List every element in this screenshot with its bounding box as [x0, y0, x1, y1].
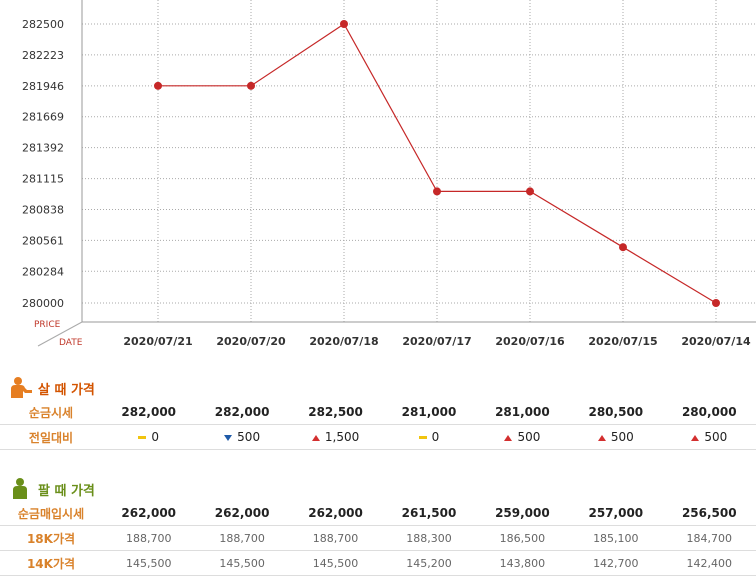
axis-corner-divider: [37, 321, 83, 347]
price-cell: 185,100: [569, 525, 663, 551]
change-value: 500: [237, 430, 261, 444]
change-cell: 0: [382, 424, 476, 450]
no-change-icon: [418, 436, 427, 439]
price-cell: 282,000: [195, 400, 289, 425]
change-value: 1,500: [324, 430, 360, 444]
row-label: 전일대비: [0, 424, 102, 450]
x-tick-label: 2020/07/21: [123, 335, 192, 348]
y-tick-label: 280838: [22, 203, 64, 216]
price-cell: 281,000: [475, 400, 570, 425]
chart-grid: [82, 0, 756, 322]
x-tick-label: 2020/07/16: [495, 335, 565, 348]
up-triangle-icon: [691, 434, 700, 441]
change-cell: 1,500: [288, 424, 383, 450]
table-row: 순금시세 282,000 282,000 282,500 281,000 281,000 2…: [0, 400, 756, 425]
price-cell: 280,000: [662, 400, 756, 425]
price-cell: 188,700: [288, 525, 383, 551]
x-tick-label: 2020/07/17: [402, 335, 471, 348]
y-tick-labels: 282500 282223 281946 281669 281392 281115 2808…: [22, 18, 64, 310]
change-value: 500: [517, 430, 541, 444]
up-triangle-icon: [311, 434, 320, 441]
change-cell: 500: [569, 424, 663, 450]
y-tick-label: 280000: [22, 297, 64, 310]
y-tick-label: 281392: [22, 142, 64, 155]
data-point: [340, 20, 348, 28]
row-label: 18K가격: [0, 525, 102, 551]
y-axis-title: PRICE: [34, 320, 61, 330]
y-tick-label: 281115: [22, 173, 64, 186]
x-tick-label: 2020/07/15: [588, 335, 657, 348]
change-cell: 500: [195, 424, 289, 450]
data-point: [154, 81, 162, 90]
y-tick-label: 281669: [22, 111, 64, 124]
table-row: 순금매입시세 262,000 262,000 262,000 261,500 259,00…: [0, 501, 756, 526]
row-label: 순금시세: [0, 400, 102, 425]
x-tick-labels: 2020/07/21 2020/07/20 2020/07/18 2020/07/17…: [123, 335, 751, 348]
sell-price-section: 팔 때 가격 순금매입시세 262,000 262,000 262,000 261,50…: [0, 475, 756, 576]
data-point: [526, 187, 534, 196]
change-value: 0: [431, 430, 440, 444]
x-tick-label: 2020/07/18: [309, 335, 378, 348]
y-tick-label: 281946: [22, 80, 64, 93]
change-value: 500: [704, 430, 728, 444]
sell-price-title: 팔 때 가격: [38, 484, 95, 499]
price-cell: 261,500: [382, 501, 476, 526]
sell-price-table: 순금매입시세 262,000 262,000 262,000 261,500 259,00…: [0, 501, 756, 576]
price-cell: 282,500: [288, 400, 383, 425]
y-tick-label: 280284: [22, 265, 64, 278]
price-cell: 262,000: [195, 501, 289, 526]
price-series-points: [154, 20, 720, 307]
sell-price-header: 팔 때 가격: [0, 475, 756, 501]
buy-price-section: 살 때 가격 순금시세 282,000 282,000 282,500 281,000 2…: [0, 374, 756, 450]
change-value: 0: [151, 430, 160, 444]
y-tick-label: 280561: [22, 234, 64, 247]
x-tick-label: 2020/07/20: [216, 335, 286, 348]
x-tick-label: 2020/07/14: [681, 335, 751, 348]
down-triangle-icon: [224, 434, 233, 441]
data-point: [247, 81, 255, 90]
change-cell: 500: [662, 424, 756, 450]
price-cell: 257,000: [569, 501, 663, 526]
y-tick-label: 282500: [22, 18, 64, 31]
price-cell: 256,500: [662, 501, 756, 526]
price-cell: 280,500: [569, 400, 663, 425]
price-cell: 282,000: [102, 400, 196, 425]
up-triangle-icon: [504, 434, 513, 441]
person-buy-icon: [11, 377, 32, 398]
y-tick-label: 282223: [22, 49, 64, 62]
data-point: [619, 243, 627, 252]
price-line-chart: 282500 282223 281946 281669 281392 281115 2808…: [22, 0, 756, 348]
buy-price-header: 살 때 가격: [0, 374, 756, 400]
person-sell-icon: [13, 478, 27, 499]
price-cell: 262,000: [102, 501, 196, 526]
price-cell: 281,000: [382, 400, 476, 425]
up-triangle-icon: [597, 434, 606, 441]
price-cell: 188,700: [102, 525, 196, 551]
buy-price-table: 순금시세 282,000 282,000 282,500 281,000 281,000 2…: [0, 400, 756, 450]
change-cell: 0: [102, 424, 196, 450]
change-cell: 500: [475, 424, 570, 450]
x-axis-title: DATE: [59, 338, 83, 348]
table-row: 전일대비 0 500 1,500 0 500 500 500: [0, 424, 756, 450]
price-cell: 188,300: [382, 525, 476, 551]
data-point: [712, 299, 720, 307]
buy-price-title: 살 때 가격: [38, 383, 95, 398]
price-cell: 259,000: [475, 501, 570, 526]
price-cell: 186,500: [475, 525, 570, 551]
change-value: 500: [610, 430, 634, 444]
table-row: 18K가격 188,700 188,700 188,700 188,300 186,500…: [0, 525, 756, 551]
price-cell: 188,700: [195, 525, 289, 551]
price-cell: 262,000: [288, 501, 383, 526]
row-label: 순금매입시세: [0, 501, 102, 526]
no-change-icon: [138, 436, 147, 439]
price-cell: 184,700: [662, 525, 756, 551]
data-point: [433, 187, 441, 196]
